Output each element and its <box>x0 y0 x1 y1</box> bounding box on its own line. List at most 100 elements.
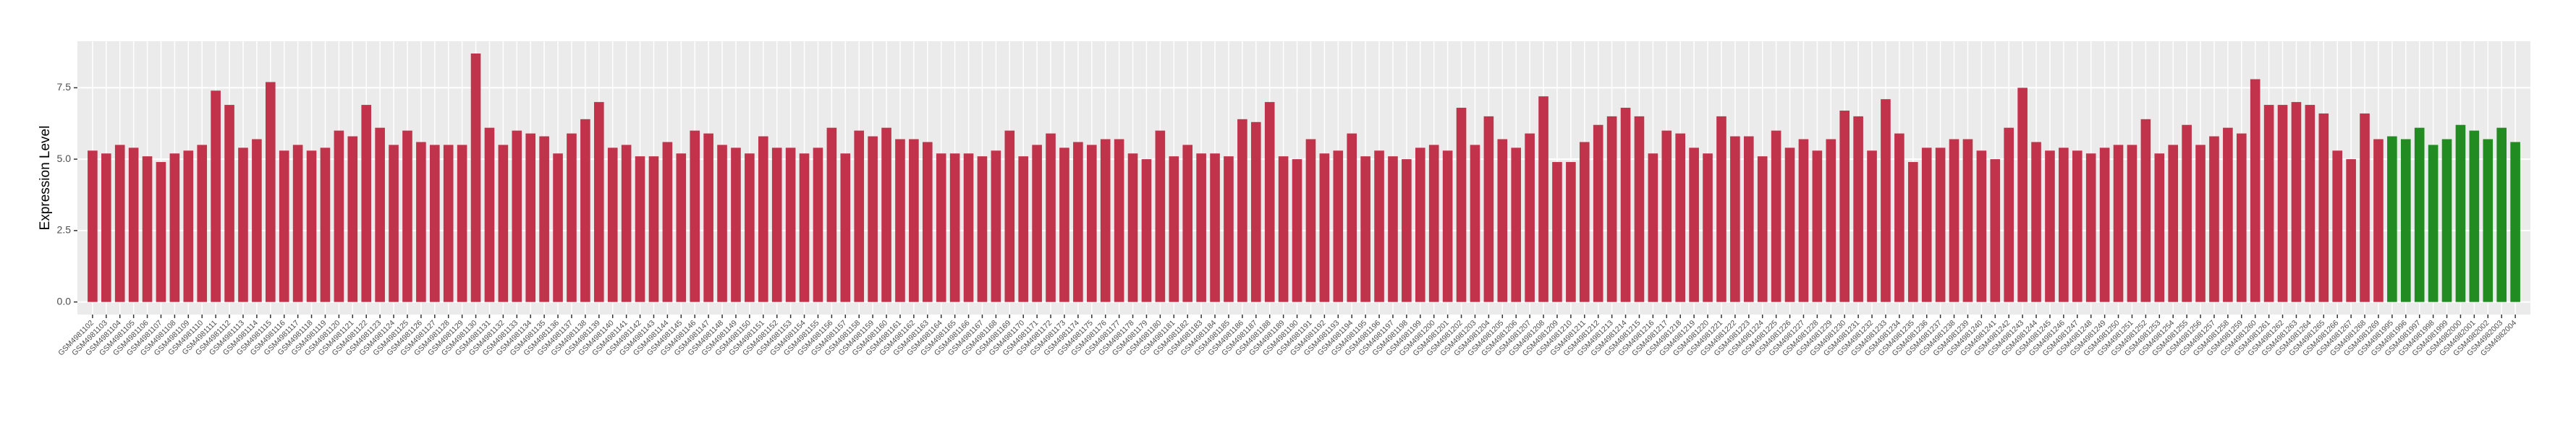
bar <box>607 148 618 302</box>
bar <box>854 130 865 302</box>
bar <box>265 82 276 302</box>
bar <box>1675 133 1686 302</box>
bar <box>881 127 891 302</box>
bar <box>1689 148 1699 302</box>
bar <box>142 156 153 302</box>
bar <box>2277 105 2288 302</box>
bar <box>402 130 412 302</box>
y-tick-label: 2.5 <box>57 224 72 236</box>
bar <box>1292 159 1302 302</box>
bar <box>1921 148 1932 302</box>
bar <box>443 145 454 302</box>
bar <box>868 136 878 302</box>
bar <box>799 153 810 302</box>
bar <box>2387 136 2397 302</box>
bar <box>1237 119 1247 302</box>
bar <box>1976 150 1987 302</box>
bar <box>1100 139 1111 302</box>
bar <box>320 148 331 302</box>
bar <box>2305 105 2316 302</box>
bar <box>2031 142 2041 302</box>
bar <box>2373 139 2384 302</box>
bar <box>416 142 426 302</box>
bar <box>347 136 358 302</box>
bar <box>1182 145 1193 302</box>
bar <box>1224 156 1234 302</box>
bar <box>1483 116 1494 302</box>
bar <box>101 153 111 302</box>
bar <box>1059 148 1069 302</box>
bar <box>1086 145 1097 302</box>
bar <box>690 130 700 302</box>
bar <box>553 153 563 302</box>
bar <box>580 119 590 302</box>
bar <box>2004 127 2014 302</box>
bar <box>963 153 974 302</box>
bar <box>1648 153 1658 302</box>
bar <box>2346 159 2356 302</box>
bar <box>1757 156 1768 302</box>
bar <box>1525 133 1535 302</box>
bar <box>292 145 303 302</box>
bar <box>88 150 98 302</box>
bar <box>1606 116 1617 302</box>
bar <box>512 130 522 302</box>
bar <box>1032 145 1042 302</box>
bar <box>1415 148 1425 302</box>
bar <box>1935 148 1946 302</box>
bar <box>745 153 755 302</box>
bar <box>2209 136 2219 302</box>
bar <box>785 148 796 302</box>
bar <box>2168 145 2179 302</box>
bar <box>977 156 988 302</box>
bar <box>1511 148 1522 302</box>
bar <box>2127 145 2138 302</box>
bar <box>1716 116 1726 302</box>
bar <box>2455 124 2466 302</box>
bar <box>2250 79 2261 302</box>
bar <box>758 136 768 302</box>
bar <box>2085 153 2096 302</box>
bar <box>593 102 604 302</box>
bar <box>1388 156 1398 302</box>
bar <box>1949 139 1959 302</box>
bar <box>2428 145 2439 302</box>
bar <box>1402 159 1412 302</box>
bar <box>279 150 289 302</box>
bar <box>1018 156 1029 302</box>
bar <box>2318 113 2329 302</box>
bar <box>2017 87 2028 302</box>
bar <box>1470 145 1480 302</box>
bar <box>484 127 495 302</box>
bar <box>2510 142 2520 302</box>
bar <box>826 127 837 302</box>
bar <box>2140 119 2151 302</box>
bar <box>1264 102 1275 302</box>
bar <box>429 145 440 302</box>
bar <box>922 142 933 302</box>
bar <box>1428 145 1439 302</box>
bar <box>1907 162 1918 302</box>
bar <box>1593 124 1603 302</box>
bar <box>2469 130 2480 302</box>
bar <box>1620 108 1631 302</box>
bar <box>114 145 125 302</box>
bar <box>470 53 481 302</box>
bar <box>525 133 536 302</box>
bar <box>949 153 960 302</box>
bar <box>1250 121 1261 302</box>
bar <box>1155 130 1166 302</box>
bar <box>1743 136 1754 302</box>
bar <box>2414 127 2425 302</box>
bar <box>1784 148 1795 302</box>
bar <box>840 153 851 302</box>
bar <box>1566 162 1576 302</box>
bar <box>2059 148 2069 302</box>
bar <box>1073 142 1083 302</box>
bar <box>1114 139 1124 302</box>
bar <box>498 145 509 302</box>
bar <box>1894 133 1905 302</box>
bar <box>1826 139 1836 302</box>
bar <box>197 145 208 302</box>
bar <box>1990 159 2001 302</box>
